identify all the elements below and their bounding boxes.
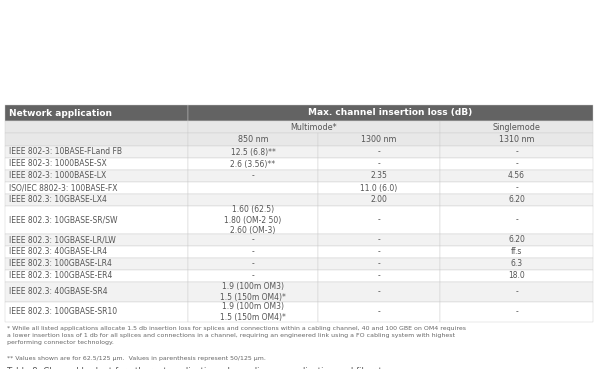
Bar: [440, 258, 593, 270]
Bar: [5, 170, 188, 182]
Bar: [5, 182, 188, 194]
Bar: [318, 206, 440, 234]
Text: 6.20: 6.20: [508, 196, 525, 204]
Text: -: -: [515, 159, 518, 169]
Bar: [318, 146, 440, 158]
Text: -: -: [377, 259, 380, 269]
Bar: [5, 302, 188, 322]
Bar: [5, 133, 188, 146]
Bar: [188, 258, 318, 270]
Bar: [188, 206, 318, 234]
Bar: [188, 302, 318, 322]
Bar: [5, 194, 188, 206]
Bar: [440, 194, 593, 206]
Bar: [188, 121, 440, 133]
Text: 850 nm: 850 nm: [238, 135, 268, 144]
Bar: [5, 105, 188, 121]
Bar: [440, 246, 593, 258]
Bar: [188, 270, 318, 282]
Text: -: -: [515, 148, 518, 156]
Text: -: -: [251, 272, 254, 280]
Text: -: -: [377, 287, 380, 297]
Text: 2.35: 2.35: [371, 172, 388, 180]
Bar: [440, 234, 593, 246]
Text: ISO/IEC 8802-3: 100BASE-FX: ISO/IEC 8802-3: 100BASE-FX: [9, 183, 118, 193]
Text: IEEE 802.3: 100GBASE-ER4: IEEE 802.3: 100GBASE-ER4: [9, 272, 112, 280]
Text: Table 8: Channel budget for ethernet applications depending on application and f: Table 8: Channel budget for ethernet app…: [7, 367, 398, 369]
Bar: [5, 282, 188, 302]
Text: IEEE 802.3: 100GBASE-SR10: IEEE 802.3: 100GBASE-SR10: [9, 307, 117, 317]
Bar: [318, 302, 440, 322]
Text: IEEE 802-3: 1000BASE-SX: IEEE 802-3: 1000BASE-SX: [9, 159, 107, 169]
Bar: [5, 270, 188, 282]
Text: * While all listed applications allocate 1.5 db insertion loss for splices and c: * While all listed applications allocate…: [7, 326, 466, 345]
Bar: [318, 182, 440, 194]
Text: 1.9 (100m OM3)
1.5 (150m OM4)*: 1.9 (100m OM3) 1.5 (150m OM4)*: [220, 282, 286, 302]
Bar: [440, 302, 593, 322]
Bar: [188, 170, 318, 182]
Text: -: -: [377, 215, 380, 224]
Text: IEEE 802.3: 40GBASE-SR4: IEEE 802.3: 40GBASE-SR4: [9, 287, 107, 297]
Bar: [440, 270, 593, 282]
Bar: [318, 158, 440, 170]
Text: Network application: Network application: [9, 108, 112, 117]
Text: Multimode*: Multimode*: [290, 123, 337, 131]
Bar: [5, 234, 188, 246]
Text: 11.0 (6.0): 11.0 (6.0): [361, 183, 398, 193]
Text: IEEE 802-3: 10BASE-FLand FB: IEEE 802-3: 10BASE-FLand FB: [9, 148, 122, 156]
Text: -: -: [377, 235, 380, 245]
Text: IEEE 802.3: 10GBASE-SR/SW: IEEE 802.3: 10GBASE-SR/SW: [9, 215, 118, 224]
Text: -: -: [515, 307, 518, 317]
Bar: [440, 206, 593, 234]
Bar: [188, 194, 318, 206]
Text: Singlemode: Singlemode: [493, 123, 541, 131]
Bar: [318, 170, 440, 182]
Bar: [318, 258, 440, 270]
Text: -: -: [251, 235, 254, 245]
Text: 2.6 (3.56)**: 2.6 (3.56)**: [230, 159, 275, 169]
Text: 12.5 (6.8)**: 12.5 (6.8)**: [230, 148, 275, 156]
Text: -: -: [251, 248, 254, 256]
Text: -: -: [377, 148, 380, 156]
Bar: [188, 158, 318, 170]
Bar: [318, 234, 440, 246]
Text: 1300 nm: 1300 nm: [361, 135, 397, 144]
Text: 2.00: 2.00: [371, 196, 388, 204]
Bar: [188, 133, 318, 146]
Text: IEEE 802.3: 10GBASE-LX4: IEEE 802.3: 10GBASE-LX4: [9, 196, 107, 204]
Bar: [318, 282, 440, 302]
Bar: [5, 146, 188, 158]
Text: -: -: [251, 172, 254, 180]
Text: 4.56: 4.56: [508, 172, 525, 180]
Text: -: -: [515, 215, 518, 224]
Text: IEEE 802.3: 100GBASE-LR4: IEEE 802.3: 100GBASE-LR4: [9, 259, 112, 269]
Text: -: -: [515, 183, 518, 193]
Text: 18.0: 18.0: [508, 272, 525, 280]
Bar: [318, 133, 440, 146]
Bar: [440, 146, 593, 158]
Text: ff.s: ff.s: [511, 248, 522, 256]
Text: Max. channel insertion loss (dB): Max. channel insertion loss (dB): [308, 108, 473, 117]
Bar: [5, 158, 188, 170]
Text: 6.20: 6.20: [508, 235, 525, 245]
Text: IEEE 802.3: 40GBASE-LR4: IEEE 802.3: 40GBASE-LR4: [9, 248, 107, 256]
Text: -: -: [515, 287, 518, 297]
Text: 1.60 (62.5)
1.80 (OM-2 50)
2.60 (OM-3): 1.60 (62.5) 1.80 (OM-2 50) 2.60 (OM-3): [224, 205, 281, 235]
Text: 1.9 (100m OM3)
1.5 (150m OM4)*: 1.9 (100m OM3) 1.5 (150m OM4)*: [220, 302, 286, 322]
Bar: [318, 246, 440, 258]
Bar: [440, 182, 593, 194]
Text: IEEE 802-3: 1000BASE-LX: IEEE 802-3: 1000BASE-LX: [9, 172, 106, 180]
Bar: [188, 146, 318, 158]
Bar: [188, 282, 318, 302]
Text: -: -: [377, 272, 380, 280]
Text: 1310 nm: 1310 nm: [499, 135, 534, 144]
Bar: [188, 234, 318, 246]
Bar: [188, 182, 318, 194]
Bar: [318, 194, 440, 206]
Bar: [5, 206, 188, 234]
Bar: [440, 158, 593, 170]
Bar: [440, 133, 593, 146]
Text: -: -: [377, 248, 380, 256]
Bar: [5, 258, 188, 270]
Bar: [440, 282, 593, 302]
